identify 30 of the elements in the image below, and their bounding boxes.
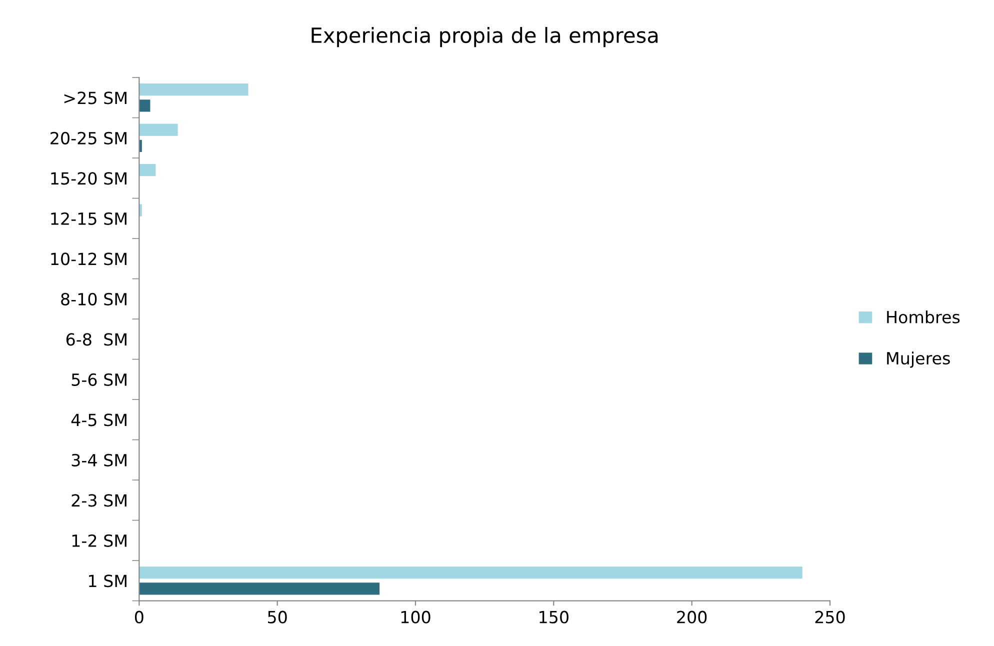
bar [139,124,178,136]
legend-label: Hombres [887,310,960,324]
y-tick-label: 8-10 SM [61,292,126,306]
chart-title: Experiencia propia de la empresa [312,26,658,48]
x-tick-label: 0 [134,610,144,624]
x-tick-label: 100 [401,610,430,624]
bar [139,566,802,579]
y-tick-label: 4-5 SM [71,414,126,426]
y-tick-label: 6-8 SM [66,333,126,346]
y-tick-label: 10-12 SM [51,252,126,266]
y-tick-label: >25 SM [64,92,126,104]
bar [139,100,150,112]
y-tick-label: 15-20 SM [51,172,126,185]
x-tick-label: 250 [815,610,845,624]
y-tick-label: 12-15 SM [51,212,126,225]
x-tick-label: 150 [540,610,568,624]
bar [139,84,248,96]
y-tick-label: 2-3 SM [72,494,126,507]
bar [139,204,142,216]
bar [139,164,156,176]
y-tick-label: 5-6 SM [72,373,126,386]
legend-label: Mujeres [887,352,950,368]
x-tick-label: 200 [677,610,707,624]
y-tick-label: 1-2 SM [72,534,126,547]
y-tick-label: 1 SM [89,574,126,588]
y-tick-label: 3-4 SM [72,454,126,466]
x-tick-label: 50 [268,610,287,624]
y-tick-label: 20-25 SM [50,132,126,144]
bar [139,582,380,595]
bar [139,140,142,152]
